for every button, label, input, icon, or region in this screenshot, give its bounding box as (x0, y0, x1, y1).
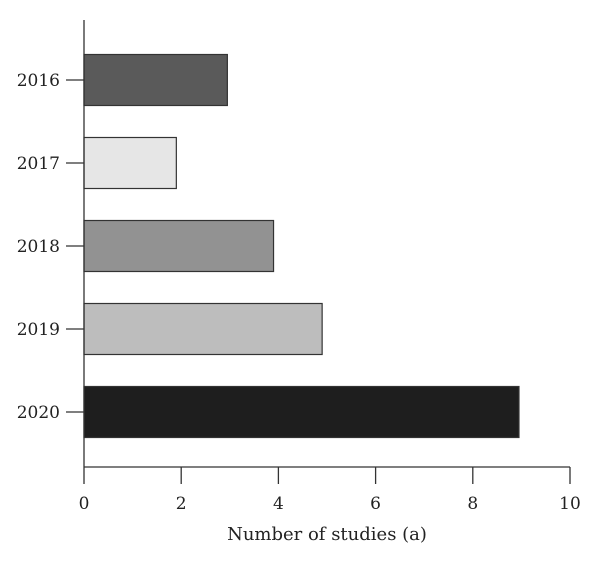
bar-2020 (83, 385, 520, 439)
y-tick-label-2017: 2017 (17, 154, 60, 174)
y-tick-label-2016: 2016 (17, 71, 60, 91)
bars-layer (83, 53, 520, 439)
x-axis-ticks: 0 2 4 6 8 10 (79, 467, 581, 514)
bar-2019 (83, 302, 323, 356)
bar-2017 (83, 136, 177, 190)
x-tick-label-0: 0 (79, 494, 90, 514)
x-tick-label-8: 8 (467, 494, 478, 514)
bar-2016 (83, 53, 228, 107)
x-tick-label-10: 10 (559, 494, 581, 514)
x-tick-label-4: 4 (273, 494, 284, 514)
x-axis-title: Number of studies (a) (227, 524, 427, 545)
bar-2018 (83, 219, 275, 273)
x-tick-label-2: 2 (176, 494, 187, 514)
y-tick-label-2020: 2020 (17, 403, 60, 423)
y-axis-ticks: 2016 2017 2018 2019 2020 (17, 71, 84, 423)
x-tick-label-6: 6 (370, 494, 381, 514)
y-tick-label-2019: 2019 (17, 320, 60, 340)
axes-layer (83, 20, 570, 468)
y-tick-label-2018: 2018 (17, 237, 60, 257)
